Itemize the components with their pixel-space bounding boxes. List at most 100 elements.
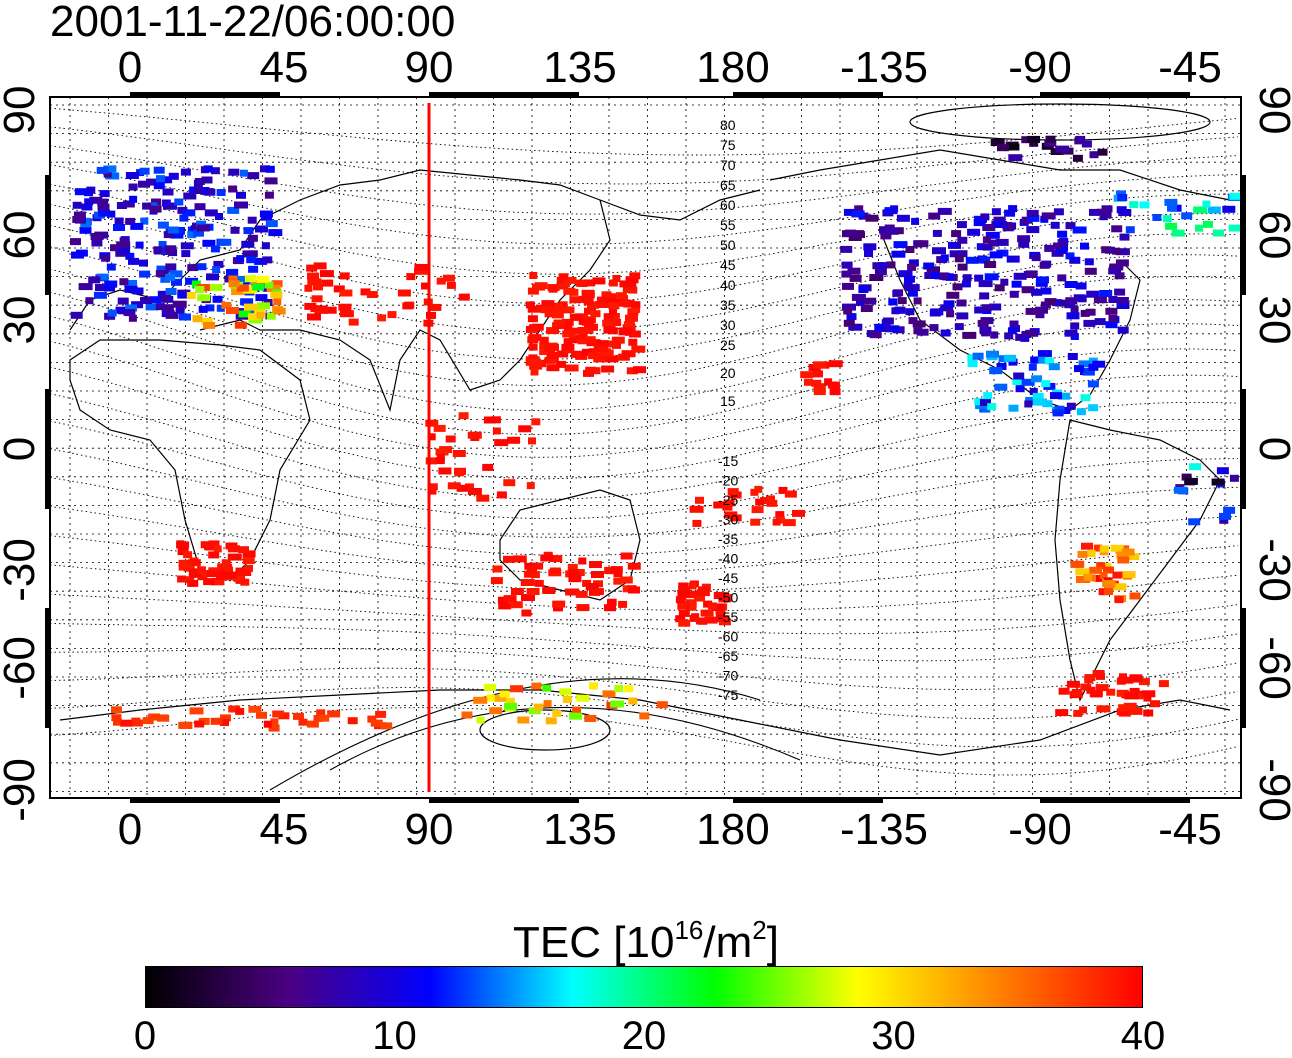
tec-cell <box>304 302 317 310</box>
tec-cell <box>140 297 152 304</box>
tec-cell <box>1094 318 1106 326</box>
tec-cell <box>397 289 411 297</box>
tec-cell <box>1064 329 1078 337</box>
tec-cell <box>551 311 564 319</box>
tec-cell <box>572 706 581 714</box>
tec-cell <box>622 285 632 293</box>
tec-cell <box>1012 378 1025 385</box>
tec-cell <box>863 243 877 251</box>
tec-cell <box>496 491 507 499</box>
tec-cell <box>210 717 223 725</box>
tec-cell <box>865 214 879 222</box>
tec-cell <box>1109 263 1124 271</box>
tec-cell <box>973 219 986 227</box>
tec-cell <box>168 172 179 180</box>
tec-cell <box>85 297 94 305</box>
tec-cell <box>528 324 539 332</box>
tec-cell <box>1066 312 1080 320</box>
tec-cell <box>527 315 538 323</box>
tec-cell <box>319 714 330 722</box>
tec-cell <box>1119 233 1130 241</box>
tec-cell <box>1080 309 1090 317</box>
tec-cell <box>179 214 189 222</box>
contour-label: 15 <box>720 393 736 409</box>
tec-cell <box>620 552 633 560</box>
tec-cell <box>264 177 278 185</box>
contour-label: -75 <box>718 687 738 703</box>
tec-cell <box>1219 512 1231 520</box>
tec-cell <box>602 319 612 327</box>
tec-cell <box>1134 692 1144 700</box>
tec-cell <box>639 712 650 720</box>
tec-cell <box>525 301 535 309</box>
tec-cell <box>1114 596 1124 604</box>
tec-cell <box>215 213 223 220</box>
tec-cell <box>498 602 512 610</box>
tec-cell <box>1002 222 1013 229</box>
axis-tick-label: -135 <box>839 805 929 854</box>
tec-cell <box>1011 280 1022 288</box>
tec-cell <box>957 263 968 271</box>
tec-cell <box>1035 306 1048 314</box>
tec-cell <box>724 511 738 519</box>
frame-tick-bar <box>130 798 280 803</box>
tec-cell <box>842 303 856 311</box>
tec-cell <box>229 268 239 276</box>
axis-tick-label: 135 <box>543 805 617 854</box>
tec-cell <box>905 246 915 253</box>
tec-cell <box>563 325 572 333</box>
tec-cell <box>247 234 258 242</box>
tec-cell <box>903 282 913 290</box>
tec-cell <box>1129 674 1143 682</box>
tec-cell <box>898 270 913 278</box>
tec-cell <box>1165 222 1178 230</box>
tec-cell <box>156 265 171 273</box>
tec-cell <box>1093 296 1107 304</box>
tec-cell <box>1116 190 1126 198</box>
tec-cell <box>967 228 981 236</box>
tec-cell <box>824 378 833 386</box>
tec-cell <box>1121 571 1136 579</box>
tec-cell <box>436 277 446 285</box>
tec-cell <box>483 416 496 424</box>
tec-cell <box>1004 332 1014 340</box>
tec-cell <box>567 276 577 284</box>
tec-cell <box>256 275 270 283</box>
tec-cell <box>962 331 977 339</box>
tec-cell <box>1057 239 1067 247</box>
tec-cell <box>849 274 862 282</box>
frame-tick-bar <box>1241 175 1246 295</box>
tec-cell <box>561 306 575 314</box>
tec-cell <box>181 250 191 258</box>
tec-cell <box>196 187 210 194</box>
tec-cell <box>187 231 197 239</box>
tec-cell <box>851 293 866 301</box>
tec-cell <box>631 345 646 353</box>
tec-cell <box>800 371 814 379</box>
tec-cell <box>528 437 536 445</box>
tec-cell <box>618 600 628 608</box>
tec-cell <box>1025 307 1039 315</box>
tec-cell <box>606 298 621 306</box>
tec-cell <box>380 722 393 730</box>
tec-cell <box>217 238 232 246</box>
tec-cell <box>1013 372 1025 380</box>
axis-tick-label: 30 <box>1250 295 1292 345</box>
tec-cell <box>1027 135 1041 143</box>
tec-cell <box>520 579 535 586</box>
tec-cell <box>1058 392 1071 400</box>
tec-cell <box>1025 396 1037 404</box>
tec-cell <box>532 283 545 291</box>
tec-cell <box>447 482 461 490</box>
tec-cell <box>234 201 248 209</box>
tec-cell <box>234 321 247 329</box>
tec-cell <box>221 301 232 309</box>
tec-cell <box>261 242 270 250</box>
tec-cell <box>1055 709 1069 717</box>
tec-cell <box>200 541 211 549</box>
tec-cell <box>1101 205 1113 213</box>
tec-cell <box>1013 272 1027 280</box>
contour-label: 40 <box>720 277 736 293</box>
tec-cell <box>1099 572 1108 580</box>
tec-cell <box>713 592 724 599</box>
